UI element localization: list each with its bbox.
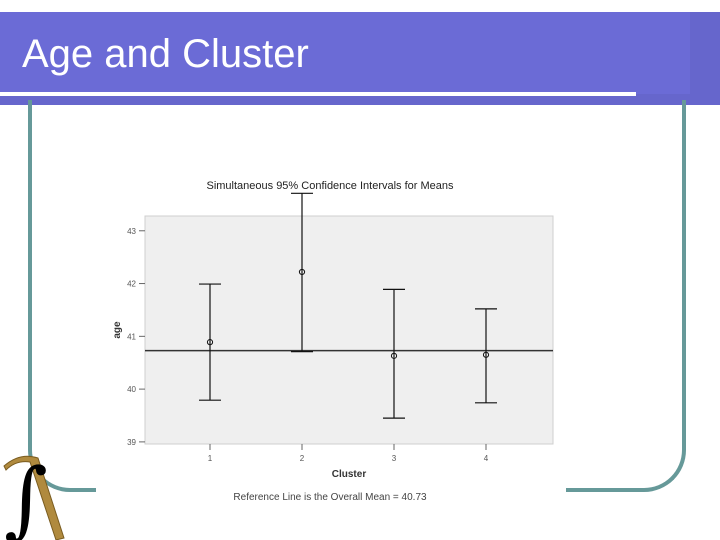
frame-gap — [96, 480, 566, 498]
y-tick-label: 39 — [127, 438, 136, 447]
svg-text:∫: ∫ — [4, 450, 48, 540]
chart-title: Simultaneous 95% Confidence Intervals fo… — [206, 180, 454, 192]
y-tick-label: 40 — [127, 385, 136, 394]
mean-point — [206, 339, 214, 346]
reference-line-footnote: Reference Line is the Overall Mean = 40.… — [233, 492, 427, 503]
y-tick-label: 41 — [127, 332, 136, 341]
slide-title: Age and Cluster — [22, 32, 309, 76]
mean-point — [390, 352, 398, 359]
x-tick-label: 4 — [484, 454, 489, 463]
x-tick-label: 2 — [300, 454, 305, 463]
integral-pickaxe-logo: ∫ — [3, 450, 65, 540]
x-axis-label: Cluster — [332, 469, 367, 480]
y-axis-label: age — [112, 321, 123, 339]
title-bar-highlight — [0, 12, 690, 94]
chart-marks — [145, 192, 553, 419]
x-tick-label: 1 — [208, 454, 213, 463]
y-tick-label: 43 — [127, 227, 136, 236]
mean-point — [482, 351, 490, 358]
x-tick-label: 3 — [392, 454, 397, 463]
y-tick-label: 42 — [127, 280, 136, 289]
axes: 39 40 41 42 43 1 2 3 4 — [127, 227, 489, 463]
title-underline — [0, 92, 636, 96]
plot-area — [144, 215, 554, 445]
mean-point — [298, 268, 306, 276]
